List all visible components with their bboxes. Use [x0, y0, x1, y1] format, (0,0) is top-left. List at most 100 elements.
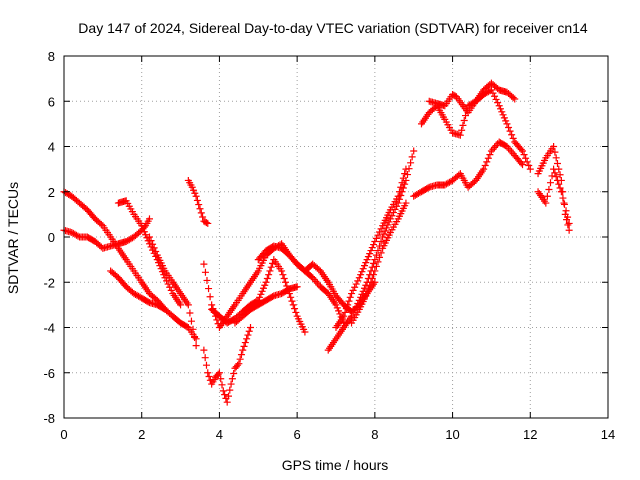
data-point	[359, 265, 367, 273]
data-point	[377, 238, 385, 246]
axis-ticks: 0 2 4 6 8 10 12 14 -8 -6 -4 -2 0 2 4 6 8	[43, 49, 615, 442]
data-point	[408, 153, 416, 161]
data-point	[565, 226, 573, 234]
data-point	[244, 331, 252, 339]
data-point	[499, 111, 507, 119]
data-point	[367, 247, 375, 255]
data-point	[74, 232, 82, 240]
data-point	[234, 361, 242, 369]
data-point	[301, 328, 309, 336]
data-point	[491, 92, 499, 100]
data-point	[257, 290, 265, 298]
data-point	[206, 293, 214, 301]
data-point	[492, 95, 500, 103]
data-point	[354, 277, 362, 285]
data-point	[498, 108, 506, 116]
data-point	[200, 346, 208, 354]
data-point	[349, 286, 357, 294]
data-point	[177, 301, 185, 309]
y-tick-label: 2	[48, 185, 55, 200]
data-point	[247, 324, 255, 331]
series-track-g	[200, 324, 255, 406]
data-point	[363, 290, 371, 298]
data-point	[145, 215, 153, 223]
data-point	[362, 259, 370, 267]
data-point	[235, 360, 243, 368]
data-point	[142, 231, 150, 239]
data-point	[495, 102, 503, 110]
data-point	[203, 276, 211, 284]
series-track-p	[410, 138, 527, 200]
data-point	[358, 290, 366, 298]
data-point	[372, 234, 380, 242]
data-point	[520, 151, 528, 159]
data-point	[555, 180, 563, 188]
data-point	[564, 221, 572, 229]
x-tick-label: 8	[371, 427, 378, 442]
y-tick-label: 0	[48, 230, 55, 245]
data-point	[556, 171, 564, 179]
data-point	[487, 147, 495, 155]
data-point	[481, 162, 489, 170]
data-point	[279, 271, 287, 279]
x-tick-label: 6	[294, 427, 301, 442]
data-point	[205, 285, 213, 293]
data-point	[348, 290, 356, 298]
data-point	[184, 301, 192, 309]
data-point	[394, 192, 402, 200]
data-point	[368, 263, 376, 271]
x-tick-label: 14	[601, 427, 615, 442]
data-point	[217, 375, 225, 383]
data-point	[149, 240, 157, 248]
data-point	[192, 342, 200, 350]
data-point	[360, 262, 368, 270]
data-point	[352, 280, 360, 288]
data-point	[506, 127, 514, 135]
data-point	[364, 253, 372, 261]
data-point	[313, 279, 321, 287]
data-point	[191, 189, 199, 197]
data-point	[187, 317, 195, 325]
data-point	[525, 162, 533, 170]
data-point	[551, 148, 559, 156]
data-point	[161, 305, 169, 313]
data-point	[193, 196, 201, 204]
data-point	[293, 283, 301, 291]
data-point	[335, 307, 343, 315]
data-point	[163, 277, 171, 285]
data-point	[398, 179, 406, 187]
data-point	[263, 274, 271, 282]
data-point	[489, 145, 497, 153]
data-point	[195, 201, 203, 209]
x-tick-label: 12	[523, 427, 537, 442]
data-point	[560, 200, 568, 208]
data-point	[545, 185, 553, 193]
data-point	[556, 184, 564, 192]
series-track-n	[332, 165, 410, 331]
data-point	[201, 354, 209, 362]
data-point	[542, 199, 550, 207]
data-point	[502, 117, 510, 125]
data-point	[366, 282, 374, 290]
data-point	[259, 284, 267, 292]
data-point	[376, 253, 384, 261]
data-point	[200, 260, 208, 268]
data-point	[261, 281, 269, 289]
data-point	[160, 305, 168, 313]
data-point	[377, 225, 385, 233]
data-point	[559, 194, 567, 202]
data-point	[377, 249, 385, 257]
x-tick-label: 0	[60, 427, 67, 442]
series-track-f	[145, 233, 200, 350]
data-point	[228, 375, 236, 383]
y-tick-label: 6	[48, 94, 55, 109]
data-point	[522, 154, 530, 162]
series-track-o	[348, 199, 410, 327]
data-point	[147, 237, 155, 245]
data-point	[526, 165, 534, 173]
data-point	[374, 231, 382, 239]
data-point	[202, 361, 210, 369]
series-track-r	[425, 79, 519, 117]
y-tick-label: -8	[43, 411, 55, 426]
